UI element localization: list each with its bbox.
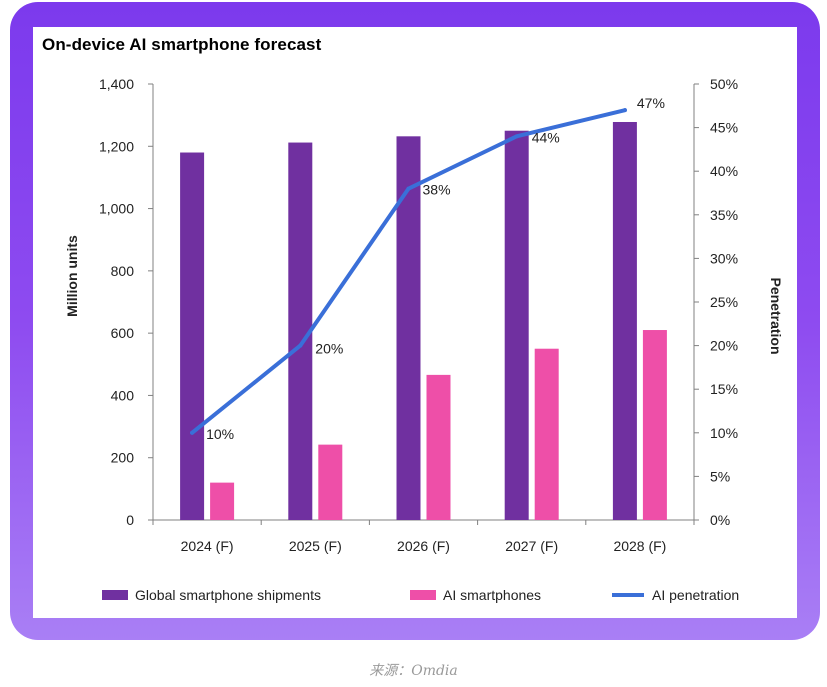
bar-global-shipments bbox=[504, 130, 529, 520]
data-label: 38% bbox=[423, 182, 451, 198]
data-label: 47% bbox=[637, 95, 665, 111]
left-tick-label: 200 bbox=[111, 450, 135, 466]
left-tick-label: 400 bbox=[111, 387, 135, 403]
chart-title: On-device AI smartphone forecast bbox=[42, 35, 322, 54]
legend-ai-penetration-label: AI penetration bbox=[652, 587, 739, 603]
x-tick-label: 2026 (F) bbox=[397, 538, 450, 554]
ai-penetration-point bbox=[190, 430, 195, 435]
y2-axis-title: Penetration bbox=[768, 277, 784, 354]
bar-global-shipments bbox=[612, 121, 637, 520]
right-tick-label: 45% bbox=[710, 120, 738, 136]
left-tick-label: 0 bbox=[126, 512, 134, 528]
legend-ai-smartphones-label: AI smartphones bbox=[443, 587, 541, 603]
left-tick-label: 1,000 bbox=[99, 201, 134, 217]
data-label: 10% bbox=[206, 426, 234, 442]
x-tick-label: 2024 (F) bbox=[181, 538, 234, 554]
ai-penetration-point bbox=[406, 186, 411, 191]
x-tick-label: 2027 (F) bbox=[505, 538, 558, 554]
right-tick-label: 50% bbox=[710, 76, 738, 92]
data-label: 20% bbox=[315, 341, 343, 357]
x-tick-label: 2025 (F) bbox=[289, 538, 342, 554]
legend-global-shipments-swatch bbox=[102, 590, 128, 600]
left-tick-label: 1,200 bbox=[99, 138, 134, 154]
right-tick-label: 30% bbox=[710, 250, 738, 266]
ai-penetration-point bbox=[298, 343, 303, 348]
right-tick-label: 35% bbox=[710, 207, 738, 223]
bar-ai-smartphones bbox=[210, 482, 235, 520]
bar-global-shipments bbox=[396, 136, 421, 520]
legend-global-shipments-label: Global smartphone shipments bbox=[135, 587, 321, 603]
bar-ai-smartphones bbox=[318, 444, 343, 520]
right-tick-label: 0% bbox=[710, 512, 730, 528]
right-tick-label: 20% bbox=[710, 338, 738, 354]
legend-ai-smartphones-swatch bbox=[410, 590, 436, 600]
y-axis-title: Million units bbox=[64, 235, 80, 317]
x-tick-label: 2028 (F) bbox=[613, 538, 666, 554]
right-tick-label: 40% bbox=[710, 163, 738, 179]
right-tick-label: 5% bbox=[710, 468, 730, 484]
bar-ai-smartphones bbox=[642, 330, 667, 520]
right-tick-label: 25% bbox=[710, 294, 738, 310]
ai-penetration-point bbox=[514, 134, 519, 139]
right-tick-label: 15% bbox=[710, 381, 738, 397]
left-tick-label: 1,400 bbox=[99, 76, 134, 92]
ai-penetration-point bbox=[622, 108, 627, 113]
data-label: 44% bbox=[532, 129, 560, 145]
bar-ai-smartphones bbox=[534, 348, 559, 520]
bar-global-shipments bbox=[180, 152, 205, 520]
left-tick-label: 800 bbox=[111, 263, 135, 279]
right-tick-label: 10% bbox=[710, 425, 738, 441]
source-caption: 来源：Omdia bbox=[369, 663, 458, 679]
bar-ai-smartphones bbox=[426, 374, 451, 520]
left-tick-label: 600 bbox=[111, 325, 135, 341]
